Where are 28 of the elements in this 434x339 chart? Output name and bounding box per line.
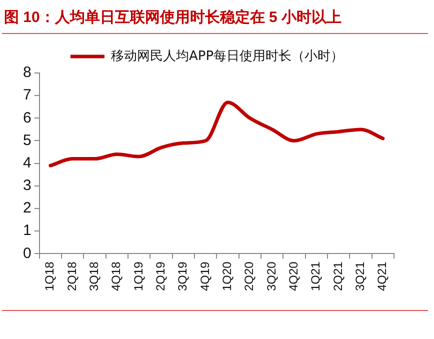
x-tick-label: 2Q20 xyxy=(242,261,256,292)
x-tick-label: 3Q19 xyxy=(176,261,190,292)
chart-title: 图 10：人均单日互联网使用时长稳定在 5 小时以上 xyxy=(4,8,342,27)
x-tick-label: 1Q19 xyxy=(131,261,146,292)
line-series xyxy=(48,100,385,168)
y-tick-label: 1 xyxy=(23,222,32,240)
x-tick-label: 3Q21 xyxy=(353,261,368,292)
x-tick-label: 3Q18 xyxy=(87,261,102,292)
x-tick-label: 1Q18 xyxy=(42,261,57,292)
y-tick-label: 5 xyxy=(23,132,32,149)
x-tick-label: 4Q19 xyxy=(198,261,212,292)
x-tick-label: 4Q21 xyxy=(375,261,390,292)
x-tick-label: 1Q21 xyxy=(308,261,323,292)
y-tick-label: 0 xyxy=(23,244,32,262)
legend-label: 移动网民人均APP每日使用时长（小时） xyxy=(110,48,344,64)
y-tick-label: 8 xyxy=(23,64,32,82)
x-tick-label: 1Q20 xyxy=(220,261,234,292)
x-tick-label: 3Q20 xyxy=(264,261,278,292)
y-tick-label: 6 xyxy=(23,109,32,126)
x-tick-label: 2Q21 xyxy=(330,261,345,292)
y-tick-label: 4 xyxy=(23,154,32,172)
y-tick-label: 7 xyxy=(23,86,32,104)
x-tick-label: 2Q19 xyxy=(154,261,168,292)
x-tick-label: 2Q18 xyxy=(64,261,79,292)
x-tick-label: 4Q20 xyxy=(286,261,301,292)
y-tick-label: 2 xyxy=(23,200,32,217)
y-tick-label: 3 xyxy=(23,177,32,194)
x-tick-label: 4Q18 xyxy=(109,261,124,292)
